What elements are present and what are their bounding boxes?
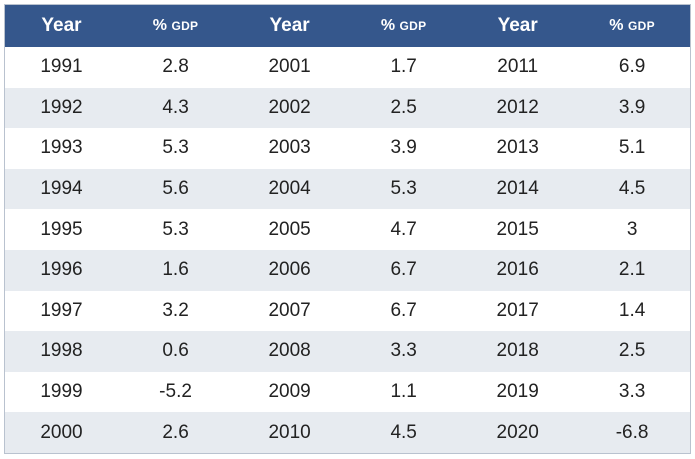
gdp-cell: 5.3 bbox=[162, 137, 189, 159]
header-gdp-1-unit: GDP bbox=[171, 19, 199, 33]
year-cell: 2013 bbox=[496, 137, 539, 159]
table-row: 1999 -5.2 2009 1.1 2019 3.3 bbox=[5, 371, 690, 413]
year-cell: 2003 bbox=[268, 137, 311, 159]
gdp-cell: -6.8 bbox=[615, 421, 649, 443]
year-cell: 2008 bbox=[268, 340, 311, 362]
gdp-cell: 4.3 bbox=[162, 96, 189, 118]
year-cell: 2016 bbox=[496, 259, 539, 281]
year-cell: 2010 bbox=[268, 421, 311, 443]
gdp-cell: 1.6 bbox=[162, 259, 189, 281]
year-cell: 1993 bbox=[40, 137, 83, 159]
gdp-cell: 6.7 bbox=[390, 259, 417, 281]
year-cell: 2015 bbox=[496, 218, 539, 240]
header-gdp-2: % GDP bbox=[346, 5, 461, 47]
gdp-cell: -5.2 bbox=[159, 381, 192, 403]
header-gdp-3: % GDP bbox=[574, 5, 690, 47]
gdp-growth-table: Year % GDP Year % GDP Year % GDP 1991 2.… bbox=[5, 5, 690, 453]
table-row: 1992 4.3 2002 2.5 2012 3.9 bbox=[5, 87, 690, 129]
table-row: 1994 5.6 2004 5.3 2014 4.5 bbox=[5, 168, 690, 210]
gdp-cell: 4.7 bbox=[390, 218, 417, 240]
gdp-cell: 2.5 bbox=[618, 340, 646, 362]
gdp-cell: 1.1 bbox=[390, 381, 417, 403]
gdp-cell: 5.3 bbox=[390, 178, 417, 200]
header-gdp-3-unit: GDP bbox=[627, 19, 655, 33]
year-cell: 1991 bbox=[40, 56, 83, 78]
year-cell: 2009 bbox=[268, 381, 311, 403]
header-gdp-3-pct: % bbox=[609, 17, 624, 34]
gdp-cell: 5.3 bbox=[162, 218, 189, 240]
table-body: 1991 2.8 2001 1.7 2011 6.9 1992 4.3 2002… bbox=[5, 47, 690, 453]
year-cell: 2017 bbox=[496, 299, 539, 321]
table-row: 1993 5.3 2003 3.9 2013 5.1 bbox=[5, 128, 690, 169]
year-cell: 2001 bbox=[268, 56, 311, 78]
gdp-cell: 4.5 bbox=[618, 178, 646, 200]
year-cell: 2007 bbox=[268, 299, 311, 321]
gdp-cell: 5.6 bbox=[162, 178, 189, 200]
gdp-cell: 5.1 bbox=[618, 137, 646, 159]
header-gdp-1: % GDP bbox=[118, 5, 233, 47]
gdp-cell: 6.7 bbox=[390, 299, 417, 321]
header-gdp-1-pct: % bbox=[152, 17, 167, 34]
gdp-cell: 3.3 bbox=[618, 381, 646, 403]
gdp-cell: 0.6 bbox=[162, 340, 189, 362]
gdp-growth-table-container: Year % GDP Year % GDP Year % GDP 1991 2.… bbox=[4, 4, 691, 454]
gdp-cell: 1.7 bbox=[390, 56, 417, 78]
year-cell: 1995 bbox=[40, 218, 83, 240]
table-header: Year % GDP Year % GDP Year % GDP bbox=[5, 5, 690, 47]
table-row: 1996 1.6 2006 6.7 2016 2.1 bbox=[5, 249, 690, 291]
header-row: Year % GDP Year % GDP Year % GDP bbox=[5, 5, 690, 47]
year-cell: 2006 bbox=[268, 259, 311, 281]
year-cell: 2020 bbox=[496, 421, 539, 443]
table-row: 1997 3.2 2007 6.7 2017 1.4 bbox=[5, 290, 690, 332]
gdp-cell: 1.4 bbox=[618, 299, 646, 321]
gdp-cell: 3.2 bbox=[162, 299, 189, 321]
year-cell: 1996 bbox=[40, 259, 83, 281]
year-cell: 2012 bbox=[496, 96, 539, 118]
year-cell: 1994 bbox=[40, 178, 83, 200]
table-row: 1995 5.3 2005 4.7 2015 3 bbox=[5, 209, 690, 250]
gdp-cell: 3 bbox=[626, 218, 638, 240]
table-row: 1998 0.6 2008 3.3 2018 2.5 bbox=[5, 331, 690, 372]
header-year-3: Year bbox=[497, 15, 538, 36]
year-cell: 2005 bbox=[268, 218, 311, 240]
gdp-cell: 3.9 bbox=[618, 96, 646, 118]
header-year-1: Year bbox=[41, 15, 82, 36]
header-year-2: Year bbox=[269, 15, 310, 36]
year-cell: 1999 bbox=[40, 381, 83, 403]
table-row: 2000 2.6 2010 4.5 2020 -6.8 bbox=[5, 412, 690, 453]
year-cell: 2018 bbox=[496, 340, 539, 362]
gdp-cell: 2.1 bbox=[618, 259, 646, 281]
gdp-cell: 6.9 bbox=[618, 56, 646, 78]
year-cell: 2011 bbox=[497, 56, 539, 78]
year-cell: 2019 bbox=[496, 381, 539, 403]
year-cell: 1997 bbox=[40, 299, 83, 321]
year-cell: 1998 bbox=[40, 340, 83, 362]
header-gdp-2-unit: GDP bbox=[399, 19, 427, 33]
year-cell: 2014 bbox=[496, 178, 539, 200]
gdp-cell: 3.3 bbox=[390, 340, 417, 362]
table-row: 1991 2.8 2001 1.7 2011 6.9 bbox=[5, 47, 690, 88]
gdp-cell: 2.8 bbox=[162, 56, 189, 78]
gdp-cell: 2.5 bbox=[390, 96, 417, 118]
year-cell: 2002 bbox=[268, 96, 311, 118]
header-gdp-2-pct: % bbox=[380, 17, 396, 34]
year-cell: 2004 bbox=[268, 178, 311, 200]
year-cell: 1992 bbox=[40, 96, 83, 118]
gdp-cell: 3.9 bbox=[390, 137, 417, 159]
gdp-cell: 2.6 bbox=[162, 421, 189, 443]
gdp-cell: 4.5 bbox=[390, 421, 417, 443]
year-cell: 2000 bbox=[40, 421, 83, 443]
